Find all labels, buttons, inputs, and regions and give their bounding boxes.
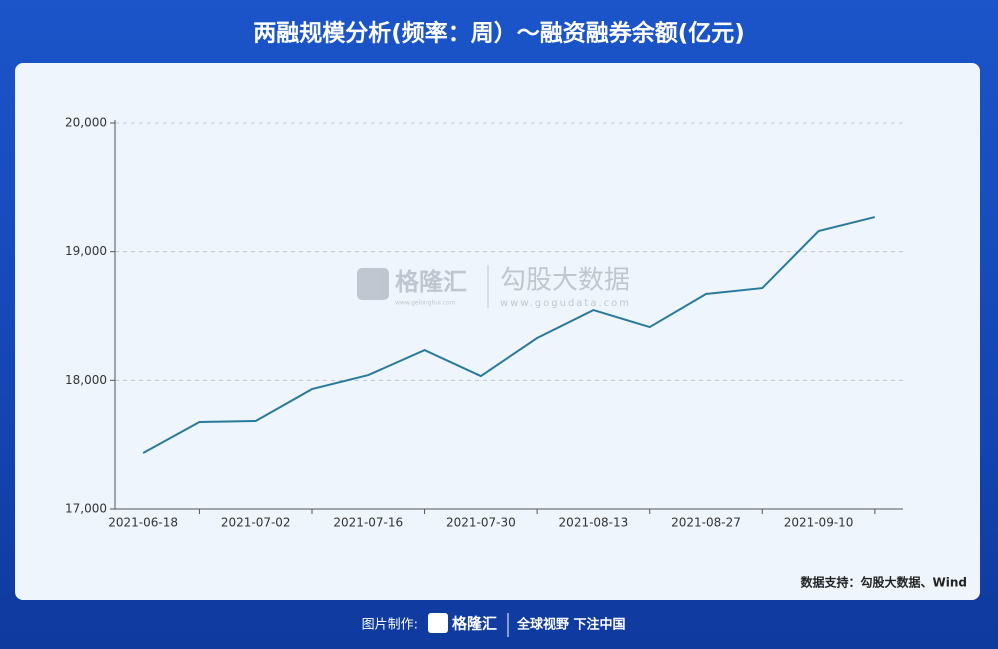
footer-made-by: 图片制作: xyxy=(362,618,418,633)
watermark: 格隆汇 www.gelonghui.com 勾股大数据 www.gogudata… xyxy=(357,265,631,309)
watermark-url: www.gogudata.com xyxy=(500,298,631,309)
footer-logo xyxy=(428,613,448,633)
x-tick-label: 2021-07-16 xyxy=(333,516,403,530)
x-tick-label: 2021-09-10 xyxy=(784,516,854,530)
footer-brand: 格隆汇 xyxy=(452,615,497,633)
x-tick-label: 2021-07-02 xyxy=(221,516,291,530)
watermark-brand-url: www.gelonghui.com xyxy=(395,300,456,307)
x-tick-label: 2021-06-18 xyxy=(108,516,178,530)
line xyxy=(142,216,876,454)
y-tick-label: 18,000 xyxy=(65,373,107,387)
y-tick-label: 19,000 xyxy=(65,244,107,258)
y-tick-label: 20,000 xyxy=(65,116,107,130)
title: 两融规模分析(频率：周）～融资融券余额(亿元) xyxy=(253,20,745,47)
source: 数据支持：勾股大数据、Wind xyxy=(801,575,967,590)
x-tick-label: 2021-08-13 xyxy=(559,516,629,530)
x-tick-label: 2021-07-30 xyxy=(446,516,516,530)
footer-slogan: 全球视野 下注中国 xyxy=(516,617,626,633)
watermark-name: 勾股大数据 xyxy=(500,266,630,296)
watermark-brand: 格隆汇 xyxy=(395,268,467,296)
x-tick-label: 2021-08-27 xyxy=(671,516,741,530)
watermark-logo xyxy=(357,268,389,300)
y-tick-label: 17,000 xyxy=(65,502,107,516)
panel xyxy=(15,63,980,600)
